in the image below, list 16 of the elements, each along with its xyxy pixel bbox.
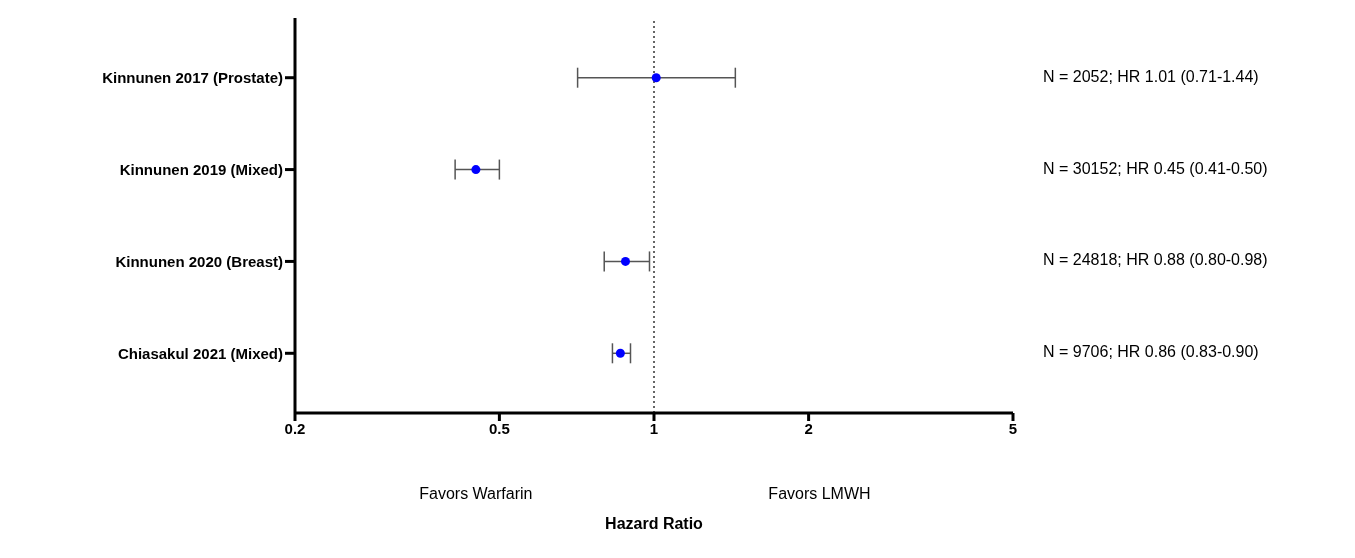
x-tick-label: 5 (1008, 419, 1018, 437)
y-tick-label: Chiasakul 2021 (Mixed) (117, 344, 283, 362)
x-tick-label: 2 (804, 419, 813, 437)
x-axis-title: Hazard Ratio (604, 515, 704, 533)
x-tick-label: 0.5 (488, 419, 510, 437)
text: Favors LMWH (767, 485, 872, 503)
text: N = 30152; HR 0.45 (0.41-0.50) (1043, 159, 1268, 178)
y-tick-label: Kinnunen 2020 (Breast) (115, 252, 283, 270)
x-tick-label: 1 (649, 419, 659, 437)
y-tick-label: Kinnunen 2017 (Prostate) (102, 69, 283, 87)
y-tick-label: Kinnunen 2019 (Mixed) (119, 160, 283, 178)
text: Favors Warfarin (418, 485, 534, 503)
x-tick-label: 0.2 (284, 419, 306, 437)
text: N = 9706; HR 0.86 (0.83-0.90) (1043, 343, 1259, 362)
text: N = 24818; HR 0.88 (0.80-0.98) (1043, 251, 1268, 270)
text: N = 2052; HR 1.01 (0.71-1.44) (1043, 67, 1259, 86)
